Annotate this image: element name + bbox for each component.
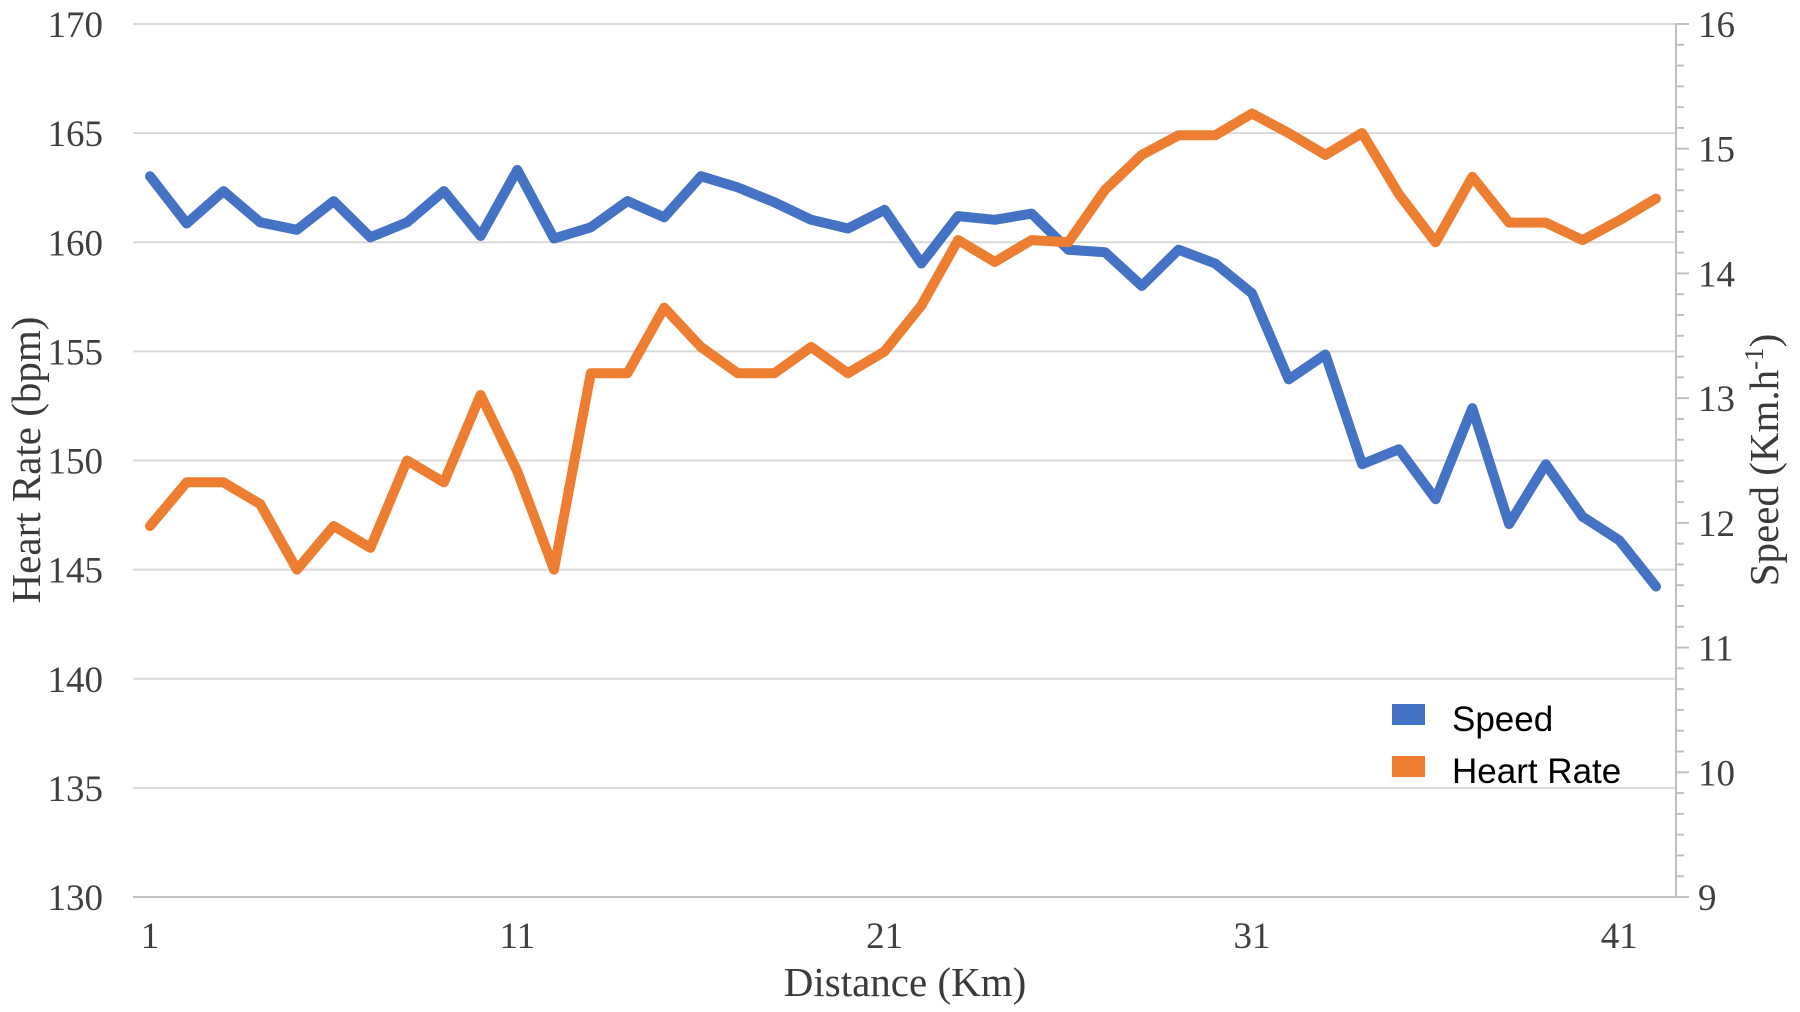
right-tick-label-12: 12: [1698, 504, 1735, 545]
x-tick-label-41: 41: [1601, 916, 1638, 957]
x-tick-label-21: 21: [866, 916, 903, 957]
legend-label-heart-rate: Heart Rate: [1452, 752, 1621, 791]
right-tick-label-14: 14: [1698, 254, 1735, 295]
right-axis-title: Speed (Km.h-1): [1739, 334, 1787, 587]
series-line-heart-rate: [145, 108, 1661, 575]
legend: Speed Heart Rate: [1392, 700, 1621, 791]
left-tick-label-160: 160: [48, 223, 104, 264]
left-axis-title: Heart Rate (bpm): [3, 317, 49, 604]
right-tick-label-13: 13: [1698, 379, 1735, 420]
left-tick-label-170: 170: [48, 5, 104, 46]
legend-label-speed: Speed: [1452, 700, 1553, 739]
left-tick-label-155: 155: [48, 332, 104, 373]
series-line-speed: [145, 164, 1661, 592]
right-tick-label-16: 16: [1698, 5, 1735, 46]
right-tick-label-11: 11: [1698, 629, 1734, 670]
axis-lines-and-ticks: [133, 23, 1689, 898]
right-tick-label-9: 9: [1698, 878, 1717, 919]
left-tick-label-135: 135: [48, 769, 104, 810]
x-axis-title: Distance (Km): [784, 959, 1027, 1005]
right-tick-label-10: 10: [1698, 753, 1735, 794]
x-tick-label-11: 11: [499, 916, 535, 957]
x-tick-label-31: 31: [1233, 916, 1270, 957]
left-tick-label-165: 165: [48, 114, 104, 155]
left-tick-label-145: 145: [48, 551, 104, 592]
left-tick-label-150: 150: [48, 442, 104, 483]
legend-swatch-heart-rate: [1392, 756, 1425, 777]
left-tick-label-140: 140: [48, 660, 104, 701]
gridlines: [133, 23, 1676, 898]
tick-labels: 1701651601551501451401351301615141312111…: [48, 5, 1736, 957]
legend-swatch-speed: [1392, 704, 1425, 725]
left-tick-label-130: 130: [48, 878, 104, 919]
right-tick-label-15: 15: [1698, 130, 1735, 171]
right-axis-title-text: Speed (Km.h-1): [1739, 334, 1787, 587]
x-tick-label-1: 1: [141, 916, 160, 957]
series-lines: [145, 108, 1661, 592]
